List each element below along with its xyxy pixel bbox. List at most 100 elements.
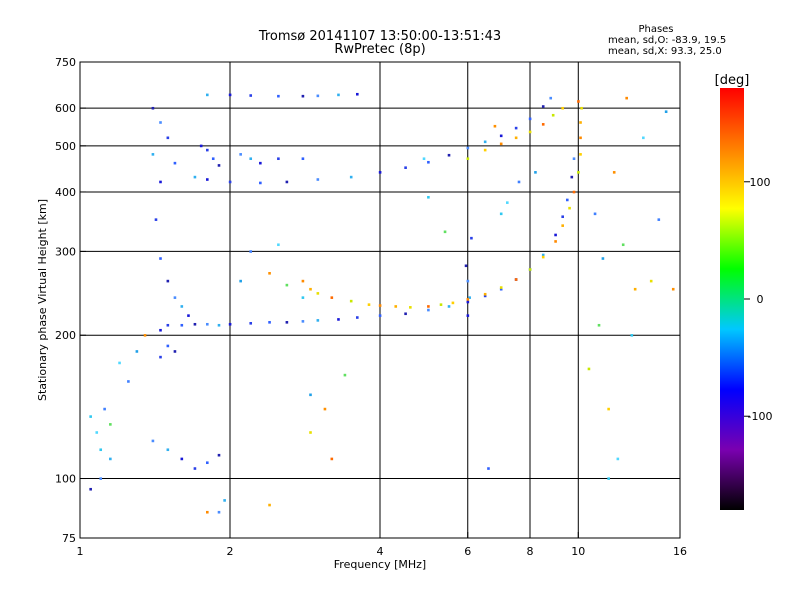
echo-point [268, 272, 271, 275]
echo-point [205, 148, 209, 152]
echo-point [166, 136, 170, 140]
echo-point [277, 157, 280, 161]
colorbar [720, 88, 744, 510]
echo-point [541, 255, 545, 259]
echo-point [166, 448, 170, 452]
echo-point [447, 153, 451, 157]
echo-point [671, 287, 675, 291]
echo-point [239, 153, 242, 156]
echo-point [249, 94, 253, 97]
echo-point [127, 380, 130, 383]
x-tick-label: 10 [571, 545, 585, 558]
echo-point [173, 296, 177, 299]
echo-point [109, 423, 112, 426]
echo-point [309, 431, 312, 434]
echo-point [483, 148, 487, 152]
echo-point [180, 305, 184, 308]
echo-point [109, 457, 112, 461]
echo-point [217, 323, 221, 327]
echo-point [159, 180, 162, 184]
y-tick-label: 200 [55, 329, 76, 342]
echo-point [541, 105, 545, 108]
echo-point [601, 257, 605, 260]
echo-point [223, 499, 226, 502]
echo-point [159, 257, 162, 260]
echo-point [323, 407, 327, 411]
echo-point [355, 92, 359, 96]
echo-point [568, 206, 571, 210]
echo-point [580, 106, 583, 110]
echo-point [561, 106, 564, 110]
echo-point [355, 316, 359, 319]
y-tick-label: 750 [55, 56, 76, 69]
echo-point [565, 198, 569, 202]
echo-point [499, 287, 503, 291]
echo-point [593, 212, 597, 216]
echo-point [187, 314, 190, 317]
echo-point [607, 477, 610, 480]
echo-point [316, 94, 320, 98]
echo-point [337, 318, 340, 321]
x-tick-label: 4 [377, 545, 384, 558]
colorbar-tick-label: 0 [757, 293, 764, 306]
echo-point [330, 296, 334, 299]
echo-point [151, 106, 155, 110]
echo-point [447, 305, 451, 308]
echo-point [505, 201, 509, 204]
echo-point [528, 130, 532, 134]
echo-point [378, 171, 382, 174]
echo-point [249, 321, 253, 325]
echo-point [95, 431, 99, 434]
echo-point [427, 305, 430, 308]
echo-point [301, 296, 305, 299]
echo-point [309, 287, 312, 291]
echo-point [330, 457, 334, 461]
echo-point [657, 218, 661, 221]
echo-point [499, 212, 503, 216]
echo-point [470, 236, 473, 240]
echo-point [285, 180, 289, 184]
y-tick-label: 300 [55, 245, 76, 258]
echo-point [483, 294, 487, 298]
echo-point [217, 164, 221, 167]
echo-point [528, 117, 532, 121]
echo-point [89, 415, 92, 418]
echo-point [180, 457, 184, 461]
echo-point [579, 153, 582, 156]
echo-point [625, 96, 628, 100]
echo-point [554, 240, 557, 243]
echo-point [193, 322, 197, 326]
echo-point [499, 134, 503, 138]
echo-point [464, 264, 468, 268]
echo-point [378, 304, 382, 307]
colorbar-tick-label: -100 [748, 410, 773, 423]
echo-point [151, 153, 155, 156]
x-tick-label: 2 [227, 545, 234, 558]
echo-point [577, 171, 580, 174]
echo-point [422, 157, 426, 161]
y-tick-label: 600 [55, 102, 76, 115]
echo-point [517, 180, 521, 184]
echo-point [612, 171, 616, 174]
echo-point [514, 126, 518, 130]
y-ticks: 75 100 200 300 400 500 600 750 [55, 56, 86, 545]
echo-point [285, 283, 289, 287]
y-tick-label: 500 [55, 140, 76, 153]
echo-point [607, 407, 610, 411]
echo-point [451, 301, 455, 305]
echo-point [99, 448, 103, 452]
echo-point [205, 510, 209, 514]
echo-point [159, 121, 162, 124]
echo-point [166, 344, 170, 348]
y-tick-label: 75 [62, 532, 76, 545]
echo-point [193, 175, 197, 179]
echo-point [404, 312, 407, 316]
chart-title: Tromsø 20141107 13:50:00-13:51:43 [258, 29, 501, 44]
echo-point [316, 292, 320, 295]
echo-point [228, 180, 232, 184]
phase-stats-x: mean, sd,X: 93.3, 25.0 [608, 46, 722, 57]
y-axis-label: Stationary phase Virtual Height [km] [36, 199, 49, 401]
echo-point [205, 461, 209, 465]
echo-point [301, 157, 305, 161]
